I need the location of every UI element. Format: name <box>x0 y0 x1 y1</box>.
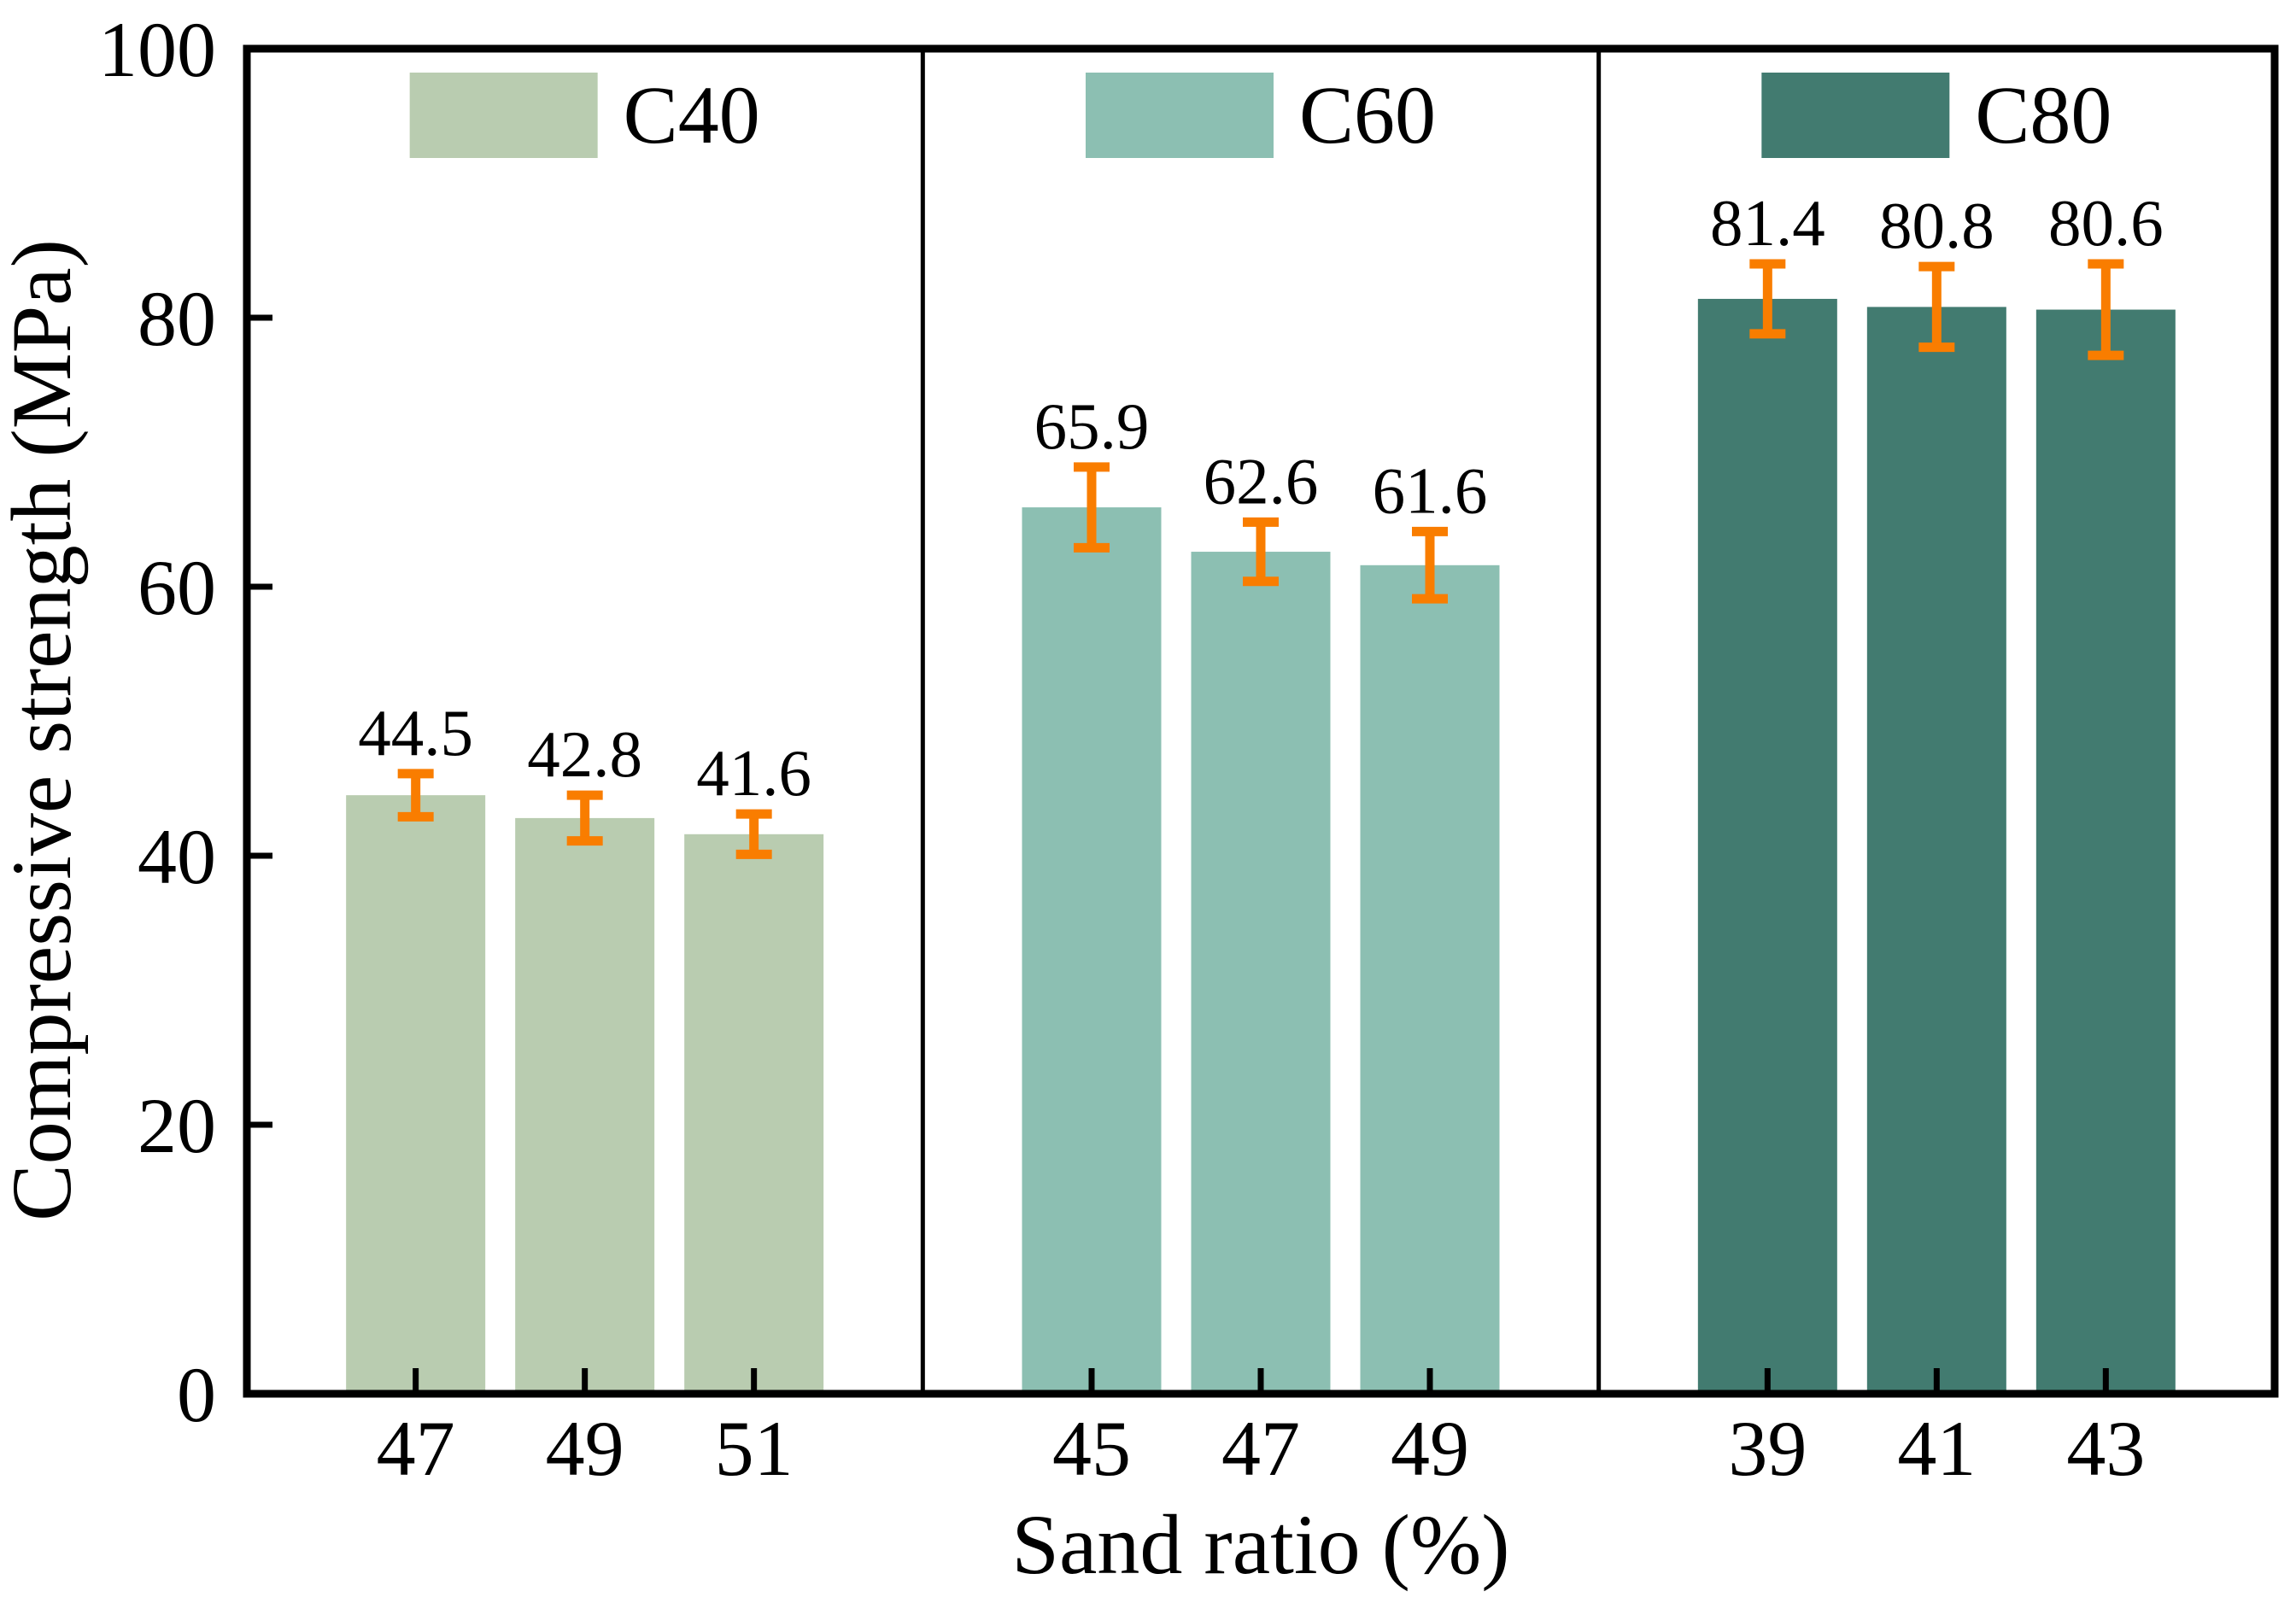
bar-C40-51 <box>684 834 824 1394</box>
bar-value-label-C60-45: 65.9 <box>1034 389 1150 463</box>
bar-value-labels-layer: 44.5 42.8 41.6 65.9 62.6 61.6 81.4 80.8 80.6 <box>358 186 2163 810</box>
x-tick-label-C80-43: 43 <box>2066 1405 2145 1492</box>
y-axis-title: Compressive strength (MPa) <box>0 239 89 1221</box>
x-tick-label-C40-51: 51 <box>715 1405 794 1492</box>
y-tick-label-80: 80 <box>138 275 216 362</box>
bar-C60-49 <box>1360 565 1500 1394</box>
bar-C80-39 <box>1697 298 1837 1395</box>
tick-labels-layer: 47 49 51 45 47 49 39 41 43 0 20 40 60 80 100 <box>98 6 2145 1492</box>
y-tick-label-60: 60 <box>138 544 216 631</box>
bar-C40-49 <box>515 817 655 1394</box>
x-tick-label-C60-45: 45 <box>1052 1405 1131 1492</box>
legend-label-C80: C80 <box>1975 69 2112 161</box>
y-tick-label-20: 20 <box>138 1082 216 1169</box>
bars-layer <box>346 298 2176 1395</box>
bar-C60-45 <box>1022 507 1162 1395</box>
bar-C80-43 <box>2035 309 2176 1394</box>
x-tick-label-C80-39: 39 <box>1728 1405 1807 1492</box>
x-tick-label-C40-47: 47 <box>377 1405 455 1492</box>
bar-value-label-C80-41: 80.8 <box>1879 189 1994 262</box>
y-tick-label-40: 40 <box>138 813 216 900</box>
bar-C40-47 <box>346 795 486 1394</box>
x-tick-label-C40-49: 49 <box>546 1405 624 1492</box>
frame-layer <box>243 44 2279 1398</box>
legend-label-C60: C60 <box>1299 69 1436 161</box>
y-tick-label-0: 0 <box>177 1351 216 1438</box>
bar-value-label-C40-49: 42.8 <box>527 717 642 791</box>
legend-layer: C40 C60 C80 <box>409 69 2112 161</box>
x-tick-label-C60-49: 49 <box>1391 1405 1469 1492</box>
bar-value-label-C60-49: 61.6 <box>1373 453 1488 527</box>
bar-C80-41 <box>1866 307 2006 1394</box>
bar-C60-47 <box>1191 552 1331 1394</box>
x-tick-label-C60-47: 47 <box>1221 1405 1300 1492</box>
bar-value-label-C40-47: 44.5 <box>358 696 473 769</box>
legend-label-C40: C40 <box>624 69 760 161</box>
bar-value-label-C80-43: 80.6 <box>2048 186 2164 260</box>
legend-swatch-C60 <box>1086 73 1274 158</box>
y-tick-label-100: 100 <box>98 6 216 93</box>
bar-value-label-C40-51: 41.6 <box>696 736 811 810</box>
bar-value-label-C80-39: 81.4 <box>1710 186 1825 260</box>
legend-swatch-C80 <box>1761 73 1950 158</box>
error-bars-layer <box>397 259 2124 859</box>
ticks-layer <box>247 45 2109 1394</box>
x-tick-label-C80-41: 41 <box>1897 1405 1976 1492</box>
bar-value-label-C60-47: 62.6 <box>1204 444 1319 518</box>
plot-border <box>243 44 2279 1398</box>
legend-swatch-C40 <box>409 73 598 158</box>
x-axis-title: Sand ratio (%) <box>1011 1497 1509 1592</box>
